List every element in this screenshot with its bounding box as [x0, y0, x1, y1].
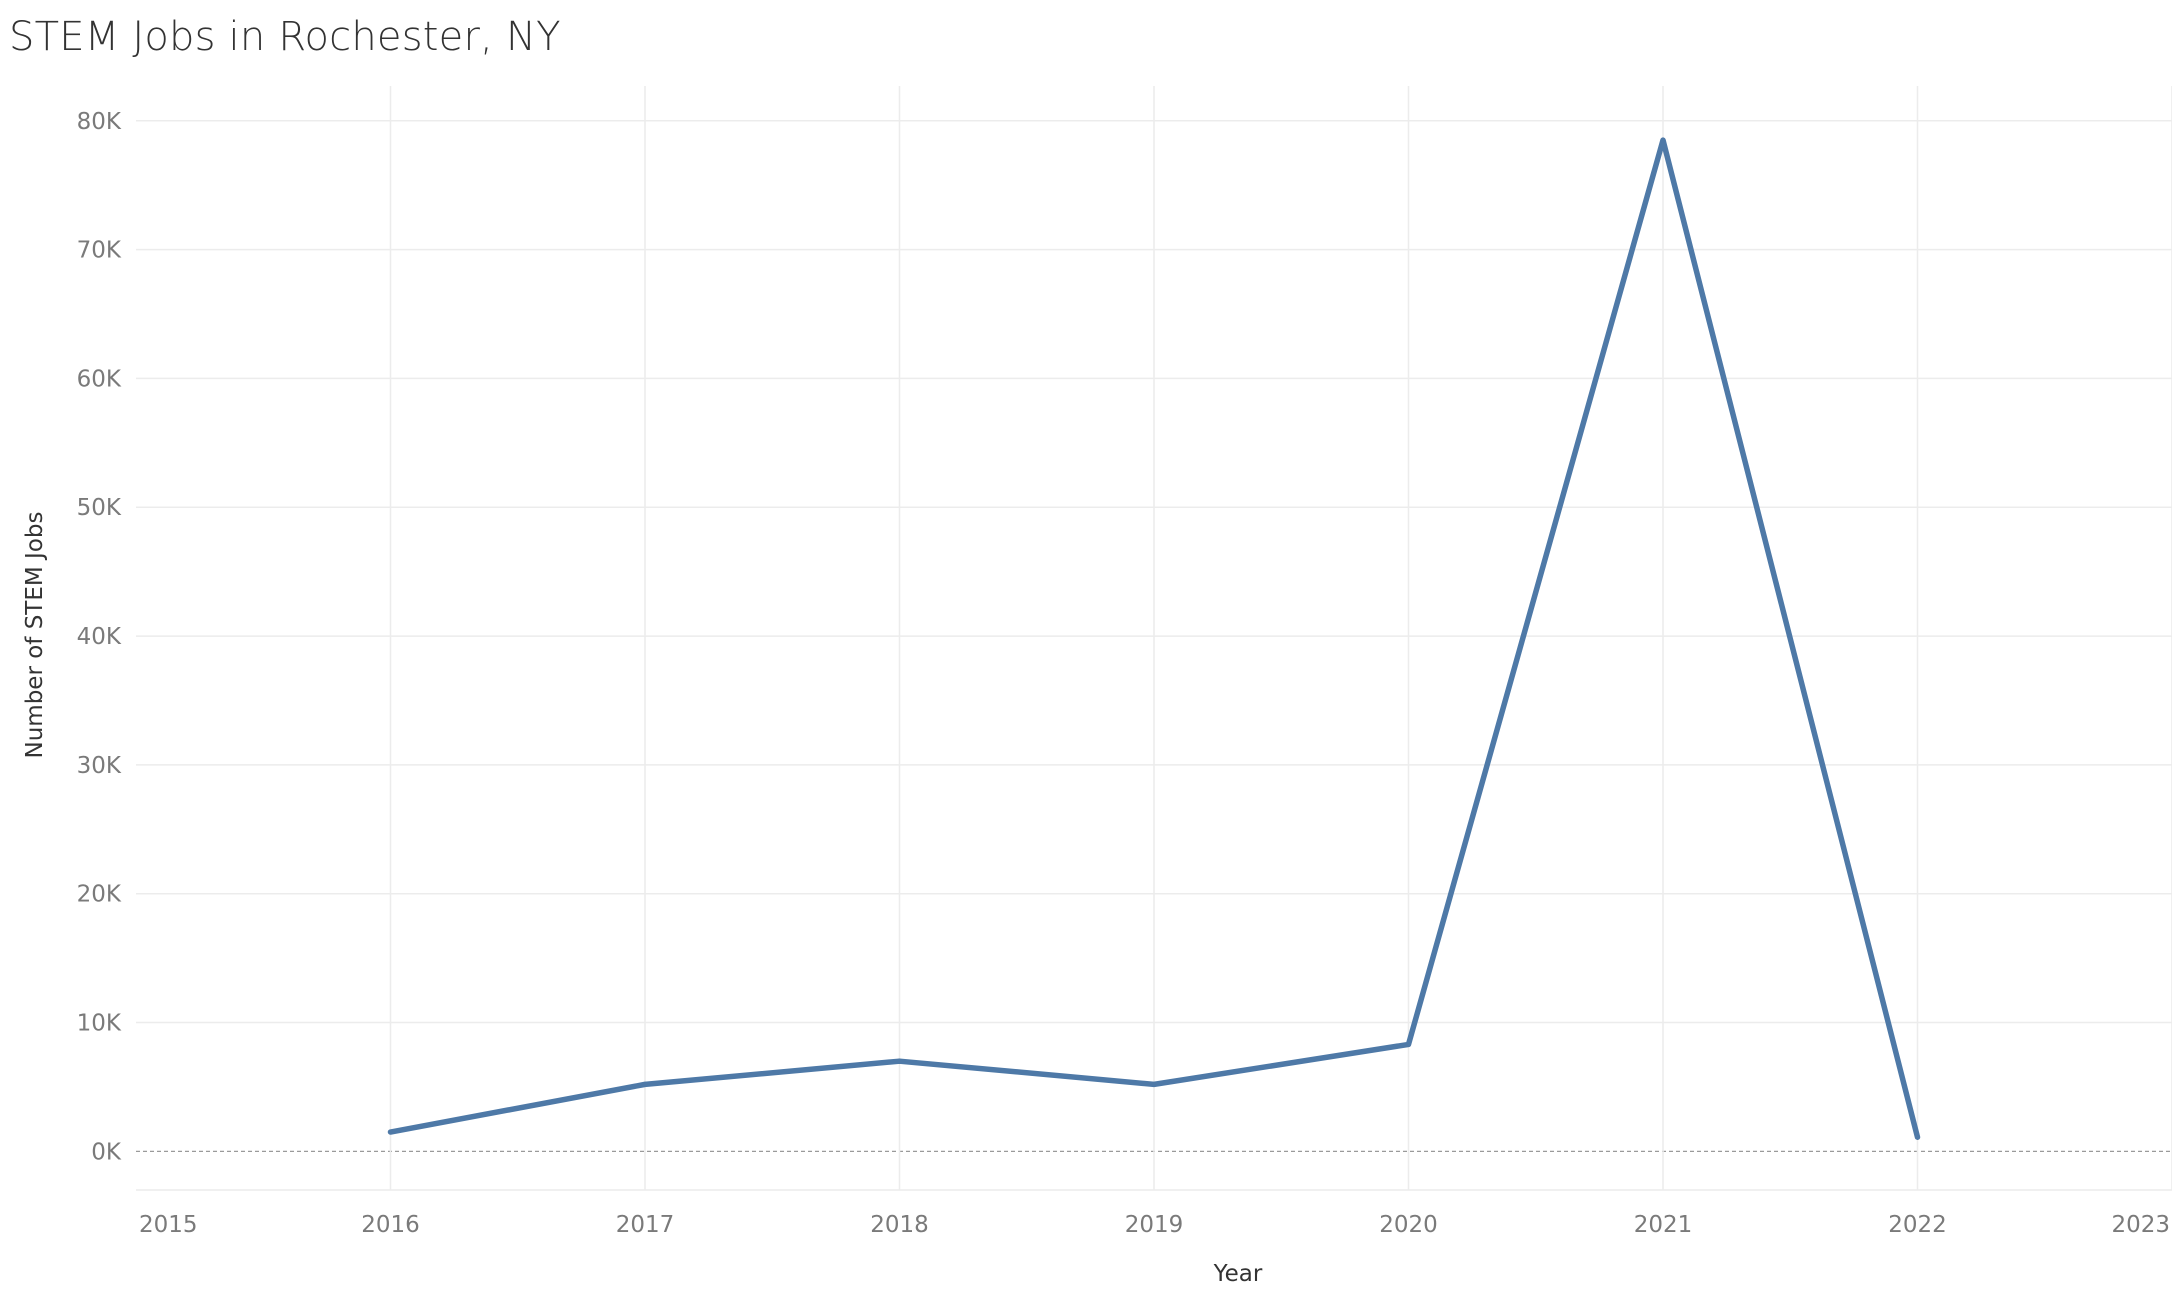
chart-title: STEM Jobs in Rochester, NY	[9, 14, 561, 60]
data-point	[642, 1081, 648, 1087]
x-tick-label: 2023	[2111, 1212, 2170, 1238]
data-point	[1406, 1041, 1411, 1047]
x-tick-label: 2016	[361, 1212, 420, 1238]
x-axis-title: Year	[1213, 1261, 1263, 1287]
grid-layer	[136, 86, 2172, 1191]
x-tick-label: 2022	[1888, 1212, 1947, 1238]
y-axis-ticks: 0K 10K 20K 30K 40K 50K 60K 70K 80K	[77, 109, 122, 1166]
y-tick-label: 20K	[77, 882, 122, 908]
y-tick-label: 80K	[77, 109, 122, 135]
series-layer	[387, 137, 1921, 1140]
data-point	[1151, 1081, 1157, 1087]
data-point	[388, 1129, 393, 1135]
y-tick-label: 70K	[77, 238, 122, 264]
x-tick-label: 2018	[870, 1212, 929, 1238]
data-point	[1660, 137, 1666, 143]
x-axis-ticks: 2015 2016 2017 2018 2019 2020 2021 2022 2023	[139, 1212, 2170, 1238]
x-tick-label: 2015	[139, 1212, 198, 1238]
x-tick-label: 2017	[616, 1212, 675, 1238]
x-tick-label: 2021	[1634, 1212, 1693, 1238]
y-axis-title: Number of STEM Jobs	[22, 512, 48, 759]
x-tick-label: 2020	[1379, 1212, 1438, 1238]
data-point	[1915, 1134, 1920, 1140]
y-tick-label: 30K	[77, 753, 122, 779]
y-tick-label: 40K	[77, 624, 122, 650]
y-tick-label: 60K	[77, 366, 122, 392]
y-tick-label: 50K	[77, 495, 122, 521]
x-tick-label: 2019	[1125, 1212, 1184, 1238]
y-tick-label: 0K	[91, 1139, 122, 1165]
y-tick-label: 10K	[77, 1011, 122, 1037]
data-point	[897, 1058, 902, 1064]
